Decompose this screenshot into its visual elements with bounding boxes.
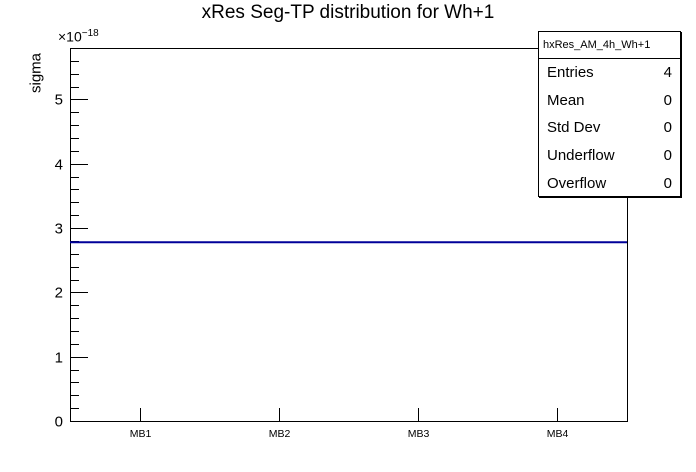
y-tick-label: 1 <box>55 350 63 367</box>
y-axis-scale-label: ×10−18 <box>58 28 99 45</box>
stats-row-label: Entries <box>547 64 594 82</box>
plot-frame <box>70 48 628 422</box>
x-tick-label: MB3 <box>408 428 430 440</box>
stats-row: Std Dev 0 <box>539 114 680 142</box>
x-tick-label: MB2 <box>269 428 291 440</box>
stats-row: Entries 4 <box>539 59 680 87</box>
chart-title: xRes Seg-TP distribution for Wh+1 <box>201 2 495 23</box>
y-tick-label: 4 <box>55 157 63 174</box>
stats-row-value: 0 <box>663 91 672 109</box>
y-tick-label: 0 <box>55 414 63 431</box>
stats-row-value: 0 <box>663 174 672 192</box>
y-tick-label: 5 <box>55 92 63 109</box>
stats-row-value: 0 <box>663 119 672 137</box>
x-tick-label: MB1 <box>130 428 152 440</box>
stats-box-title: hxRes_AM_4h_Wh+1 <box>539 32 680 59</box>
y-tick-label: 3 <box>55 221 63 238</box>
stats-row: Underflow 0 <box>539 142 680 170</box>
stats-row-value: 0 <box>663 147 672 165</box>
stats-row-label: Underflow <box>547 147 615 165</box>
stats-row: Mean 0 <box>539 87 680 115</box>
y-tick-label: 2 <box>55 285 63 302</box>
stats-row-label: Mean <box>547 91 585 109</box>
y-axis-scale-base: ×10 <box>58 28 82 45</box>
x-tick-label: MB4 <box>547 428 569 440</box>
stats-box: hxRes_AM_4h_Wh+1 Entries 4 Mean 0 Std Dev 0 Un… <box>538 31 681 197</box>
stats-row-value: 4 <box>663 64 672 82</box>
stats-row-label: Overflow <box>547 174 607 192</box>
stats-row-label: Std Dev <box>547 119 601 137</box>
stats-rows: Entries 4 Mean 0 Std Dev 0 Underflow 0 Overflow 0 <box>539 59 680 197</box>
stats-row: Overflow 0 <box>539 169 680 197</box>
y-axis-scale-exponent: −18 <box>81 28 99 39</box>
